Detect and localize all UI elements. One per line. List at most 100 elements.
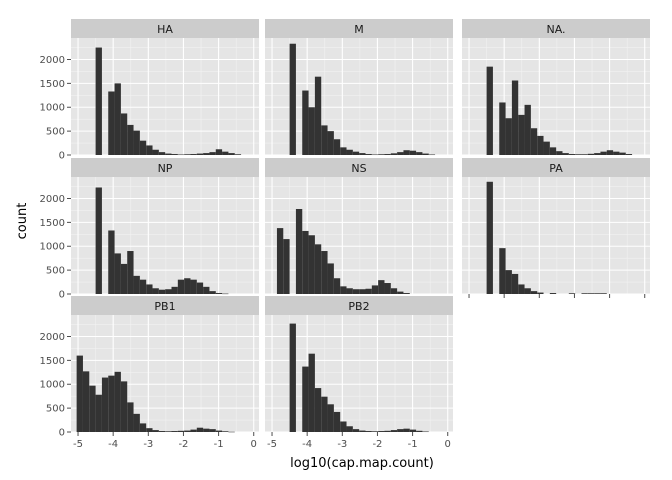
- histogram-bar: [146, 428, 153, 432]
- facet-strip: [71, 158, 259, 177]
- histogram-bar: [127, 251, 134, 294]
- histogram-bar: [486, 181, 493, 294]
- histogram-bar: [133, 413, 140, 432]
- histogram-bar: [184, 278, 191, 294]
- facet-pa: PA: [462, 158, 650, 295]
- histogram-bar: [524, 104, 531, 155]
- histogram-bar: [203, 428, 210, 432]
- histogram-bar: [594, 293, 601, 294]
- histogram-bar: [327, 263, 334, 294]
- histogram-bar: [378, 280, 385, 294]
- histogram-bar: [165, 289, 172, 294]
- histogram-bar: [575, 154, 582, 155]
- histogram-bar: [95, 47, 102, 155]
- histogram-bar: [184, 154, 191, 155]
- panel-background: [71, 177, 259, 294]
- histogram-bar: [422, 153, 429, 155]
- histogram-bar: [321, 251, 328, 294]
- histogram-bar: [346, 426, 353, 432]
- histogram-bar: [82, 371, 90, 432]
- histogram-bar: [203, 286, 210, 294]
- histogram-bar: [165, 431, 172, 432]
- histogram-bar: [321, 125, 328, 155]
- facet-ns: NS: [265, 158, 453, 295]
- histogram-bar: [352, 429, 360, 432]
- histogram-bar: [302, 230, 309, 294]
- histogram-bar: [289, 323, 296, 432]
- histogram-bar: [346, 288, 353, 294]
- histogram-bar: [295, 208, 303, 294]
- histogram-bar: [403, 293, 410, 294]
- histogram-bar: [171, 431, 178, 432]
- histogram-bar: [302, 90, 309, 155]
- histogram-bar: [146, 284, 153, 294]
- panel-background: [462, 38, 650, 155]
- histogram-bar: [127, 402, 134, 432]
- panel-background: [265, 177, 453, 294]
- facet-na: NA.: [462, 19, 650, 156]
- histogram-bar: [152, 149, 159, 155]
- histogram-bar: [95, 394, 102, 432]
- histogram-bar: [190, 279, 197, 294]
- histogram-bar: [384, 430, 391, 432]
- histogram-bar: [549, 147, 557, 155]
- histogram-bar: [390, 288, 398, 294]
- histogram-bar: [568, 293, 576, 294]
- x-tick-label: -1: [214, 439, 224, 450]
- y-tick-label: 1500: [40, 79, 65, 90]
- x-tick-label: -3: [337, 439, 347, 450]
- histogram-bar: [384, 283, 391, 294]
- panel-background: [265, 315, 453, 432]
- histogram-bar: [314, 76, 322, 155]
- histogram-bar: [222, 293, 229, 295]
- histogram-bar: [209, 291, 216, 294]
- facet-ha: HA: [71, 19, 259, 156]
- histogram-bar: [276, 228, 284, 294]
- y-tick-label: 2000: [40, 55, 65, 66]
- facet-pb2: PB2: [265, 296, 453, 433]
- histogram-bar: [308, 353, 315, 432]
- histogram-bar: [133, 130, 140, 155]
- histogram-bar: [120, 263, 128, 294]
- facet-strip: [71, 19, 259, 38]
- histogram-bar: [114, 253, 121, 294]
- histogram-bar: [152, 288, 159, 294]
- histogram-bar: [530, 291, 538, 294]
- histogram-bar: [158, 289, 166, 294]
- histogram-bar: [537, 135, 544, 155]
- y-tick-label: 1000: [40, 103, 65, 114]
- x-tick-label: -2: [372, 439, 382, 450]
- x-tick-label: -5: [267, 439, 277, 450]
- histogram-bar: [371, 285, 379, 294]
- histogram-bar: [321, 396, 328, 432]
- histogram-bar: [499, 102, 506, 155]
- histogram-bar: [190, 154, 197, 155]
- y-tick-label: 1000: [40, 380, 65, 391]
- x-axes: -5 -4 -3 -2 -1 0 -5 -4 -3 -2 -1 0: [73, 294, 646, 450]
- histogram-bar: [397, 152, 404, 155]
- y-tick-label: 500: [46, 404, 65, 415]
- histogram-bar: [101, 377, 109, 432]
- histogram-bar: [409, 150, 417, 155]
- histogram-bar: [146, 145, 153, 155]
- histogram-bar: [308, 107, 315, 155]
- x-tick-label: -2: [178, 439, 188, 450]
- y-tick-label: 0: [59, 428, 65, 439]
- histogram-bar: [289, 43, 296, 155]
- histogram-bar: [352, 289, 360, 294]
- histogram-bar: [196, 153, 204, 155]
- histogram-bar: [196, 282, 204, 294]
- x-tick-label: 0: [445, 439, 451, 450]
- histogram-bar: [619, 152, 626, 155]
- histogram-bar: [511, 273, 519, 294]
- facet-strip: [265, 19, 453, 38]
- histogram-bar: [215, 293, 223, 294]
- histogram-bar: [549, 293, 557, 294]
- histogram-bar: [371, 154, 379, 156]
- histogram-bar: [234, 154, 242, 155]
- histogram-bar: [333, 139, 341, 155]
- histogram-bar: [89, 385, 96, 432]
- x-axis-title: log10(cap.map.count): [290, 456, 434, 471]
- panel-background: [71, 38, 259, 155]
- histogram-bar: [76, 355, 83, 432]
